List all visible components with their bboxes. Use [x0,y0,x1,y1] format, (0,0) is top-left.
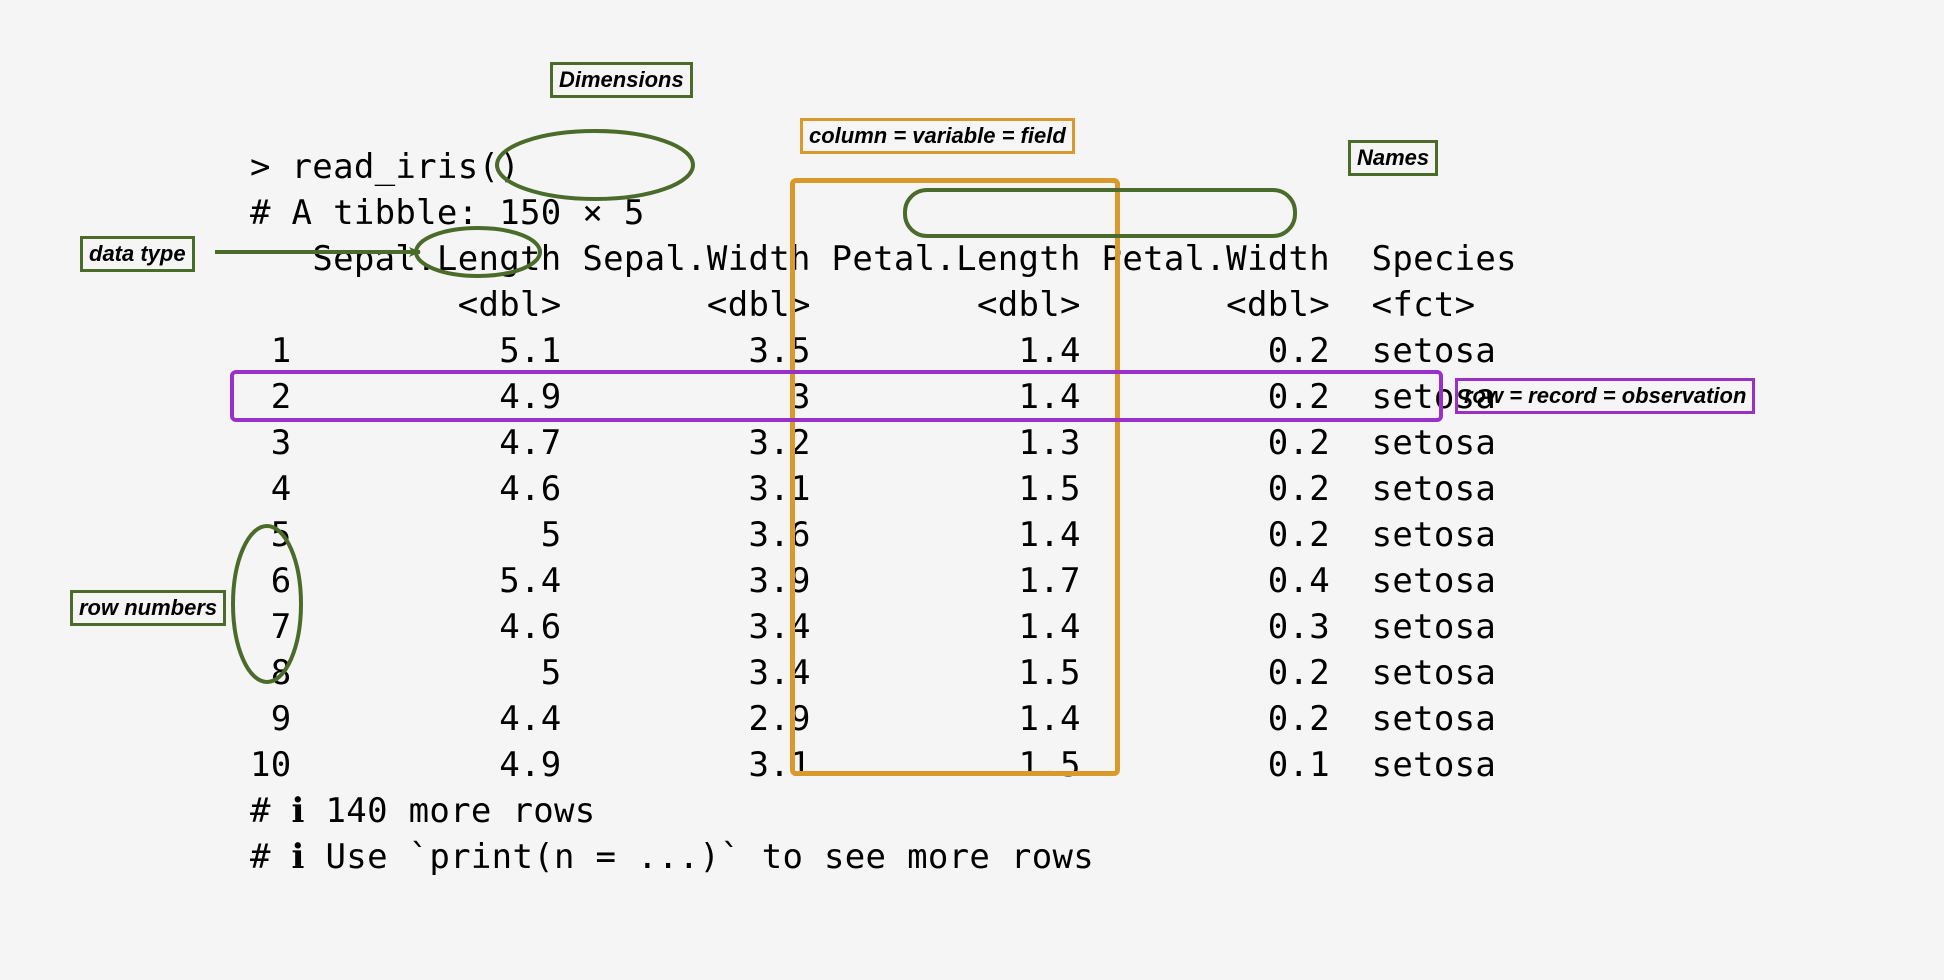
diagram-stage: > read_iris() # A tibble: 150 × 5 Sepal.… [0,0,1944,980]
label-names: Names [1348,140,1438,176]
label-column: column = variable = field [800,118,1075,154]
label-data-type: data type [80,236,195,272]
label-row-numbers: row numbers [70,590,226,626]
label-dimensions: Dimensions [550,62,693,98]
label-row: row = record = observation [1455,378,1755,414]
console-output: > read_iris() # A tibble: 150 × 5 Sepal.… [250,144,1517,880]
